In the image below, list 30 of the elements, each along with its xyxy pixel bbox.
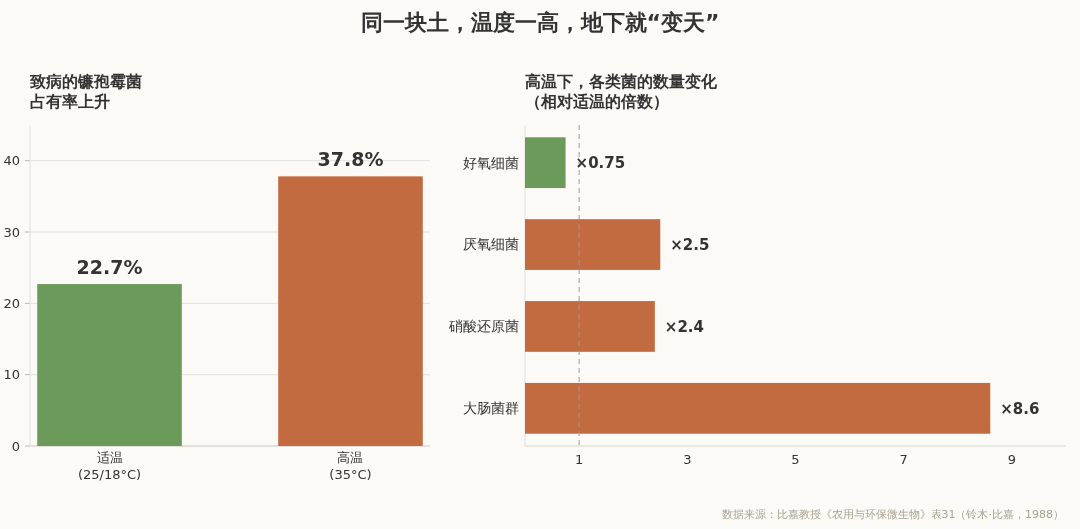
x-tick-label: 9 (1007, 452, 1017, 467)
y-tick-label: 好氧细菌 (463, 154, 519, 171)
y-tick-label: 30 (3, 224, 20, 240)
x-tick-label: 7 (899, 452, 908, 467)
data-label: ×8.6 (1000, 399, 1040, 418)
x-tick-label: 适温 (25/18°C) (77, 450, 142, 482)
data-label: ×0.75 (575, 153, 626, 172)
bar (525, 137, 566, 189)
text: 同一块土，温度一高，地下就“变天” (360, 10, 720, 35)
bar (525, 219, 661, 270)
x-tick-label: 3 (683, 452, 692, 467)
y-tick-label: 大肠菌群 (463, 400, 519, 417)
chart-title: 高温下，各类菌的数量变化（相对适温的倍数） (525, 72, 718, 111)
chart-title: 致病的镰孢霉菌占有率上升 (29, 72, 142, 111)
y-tick-label: 10 (3, 367, 20, 383)
data-label: ×2.5 (670, 235, 710, 254)
y-tick-label: 40 (3, 153, 20, 169)
y-tick-label: 20 (3, 295, 20, 311)
data-label: 37.8% (317, 148, 384, 171)
y-tick-label: 厌氧细菌 (463, 236, 519, 253)
x-tick-label: 高温 (35°C) (329, 450, 372, 482)
bar (525, 301, 655, 352)
y-tick-label: 0 (11, 438, 20, 454)
x-tick-label: 5 (791, 452, 800, 467)
y-tick-label: 硝酸还原菌 (448, 318, 519, 335)
x-tick-label: 1 (574, 452, 584, 467)
source-note: 数据来源：比嘉教授《农用与环保微生物》表31（铃木·比嘉，1988） (721, 508, 1064, 521)
data-label: ×2.4 (664, 317, 704, 336)
bar (525, 382, 991, 434)
data-label: 22.7% (76, 256, 143, 279)
